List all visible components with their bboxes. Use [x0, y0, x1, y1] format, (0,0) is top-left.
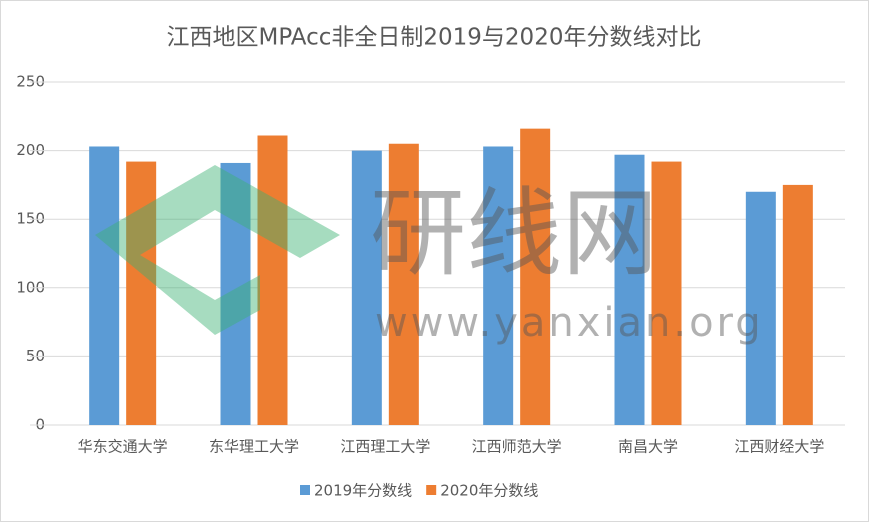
x-tick-label: 南昌大学 — [618, 438, 678, 456]
chart-title: 江西地区MPAcc非全日制2019与2020年分数线对比 — [167, 25, 702, 51]
bar — [651, 161, 682, 426]
bar — [745, 191, 776, 425]
x-tick-label: 东华理工大学 — [209, 438, 299, 456]
watermark-text: 研线网 — [370, 177, 658, 289]
bar — [126, 161, 157, 426]
legend-label: 2019年分数线 — [314, 482, 412, 500]
x-tick-label: 江西师范大学 — [472, 438, 562, 456]
legend-swatch — [300, 485, 310, 495]
bar — [483, 146, 514, 425]
bar — [520, 128, 551, 425]
watermark-logo — [95, 165, 340, 335]
legend-label: 2020年分数线 — [440, 482, 538, 500]
bar — [614, 154, 645, 425]
bar — [351, 150, 382, 425]
x-tick-label: 江西理工大学 — [340, 438, 430, 456]
x-tick-label: 华东交通大学 — [78, 438, 168, 456]
watermark-url: www.yanxian.org — [375, 300, 764, 346]
bar — [388, 143, 419, 426]
x-tick-label: 江西财经大学 — [734, 438, 824, 456]
bar — [782, 184, 813, 425]
bar — [89, 146, 120, 425]
watermark: 研线网 www.yanxian.org — [95, 165, 764, 346]
legend-swatch — [426, 485, 437, 495]
bar — [220, 162, 251, 425]
bar — [257, 135, 288, 425]
